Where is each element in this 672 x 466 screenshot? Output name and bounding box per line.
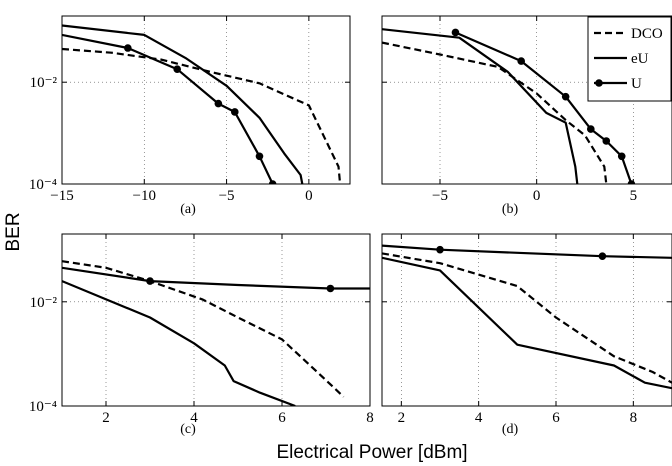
legend-marker-u [595, 79, 603, 87]
x-tick-label: 5 [630, 188, 638, 204]
y-tick-label: 10⁻² [30, 295, 58, 311]
x-tick-label: 8 [630, 410, 638, 426]
legend: DCO eU U [587, 16, 672, 102]
series-u-point [627, 180, 636, 184]
series-u-point [587, 125, 595, 133]
panel-a: −15 −10 −5 0 10⁻² 10⁻⁴ (a) [29, 15, 351, 217]
series-dco-line [62, 260, 345, 398]
series-u-line [62, 33, 274, 184]
series-u-point [617, 152, 626, 161]
x-tick-label: 0 [533, 188, 541, 204]
plot-frame [61, 233, 371, 407]
series-u-point [231, 108, 239, 116]
x-tick-label: −15 [50, 188, 73, 204]
x-tick-label: 4 [190, 410, 198, 426]
panel-d: 2 4 6 8 (d) [381, 233, 672, 437]
series-group [382, 244, 672, 390]
series-dco-line [62, 47, 342, 184]
x-tick-label: −5 [219, 188, 235, 204]
series-dco-line [382, 41, 608, 184]
x-tick-label: −10 [133, 188, 156, 204]
x-tick-label: 6 [278, 410, 286, 426]
series-u-point [268, 180, 277, 184]
series-eu-line [382, 28, 579, 184]
series-u-point [173, 65, 181, 74]
plot-frame [381, 15, 672, 185]
x-tick-label: 2 [398, 410, 406, 426]
panel-b: −5 0 5 (b) [381, 15, 672, 217]
panel-label: (c) [180, 422, 196, 437]
legend-label-u: U [631, 76, 642, 92]
series-u-point [436, 245, 444, 254]
series-u-point [598, 252, 607, 260]
x-tick-label: −5 [432, 188, 448, 204]
series-u-point [326, 284, 335, 293]
x-axis-label: Electrical Power [dBm] [276, 442, 467, 463]
series-u-point [124, 44, 132, 52]
x-tick-label: 6 [552, 410, 560, 426]
series-u-point [146, 277, 154, 285]
y-tick-label: 10⁻⁴ [29, 399, 57, 415]
x-tick-label: 2 [102, 410, 110, 426]
plot-frame [381, 233, 672, 407]
panel-label: (a) [180, 202, 196, 217]
series-u-line [62, 266, 370, 290]
series-group [62, 260, 370, 406]
series-group [382, 28, 636, 184]
series-u-point [451, 28, 460, 37]
panel-label: (d) [502, 422, 519, 437]
series-eu-line [62, 280, 296, 406]
panel-c: 2 4 6 8 10⁻² 10⁻⁴ (c) [29, 233, 374, 437]
series-u-point [602, 137, 611, 145]
y-tick-label: 10⁻² [30, 75, 58, 91]
series-u-point [255, 152, 264, 161]
series-group [62, 24, 342, 184]
y-axis-label: BER [3, 212, 24, 251]
x-tick-label: 8 [366, 410, 374, 426]
series-dco-line [382, 252, 672, 384]
series-eu-line [382, 256, 672, 390]
x-tick-label: 4 [475, 410, 483, 426]
series-u-line [382, 244, 672, 259]
series-eu-line [62, 24, 304, 184]
series-u-point [214, 99, 223, 108]
legend-label-dco: DCO [631, 26, 663, 42]
series-u-point [517, 57, 525, 65]
y-tick-label: 10⁻⁴ [29, 177, 57, 193]
plot-frame [61, 15, 351, 185]
panel-label: (b) [502, 202, 519, 217]
series-u-point [561, 92, 570, 101]
legend-label-eu: eU [631, 51, 649, 67]
x-tick-label: 0 [305, 188, 313, 204]
